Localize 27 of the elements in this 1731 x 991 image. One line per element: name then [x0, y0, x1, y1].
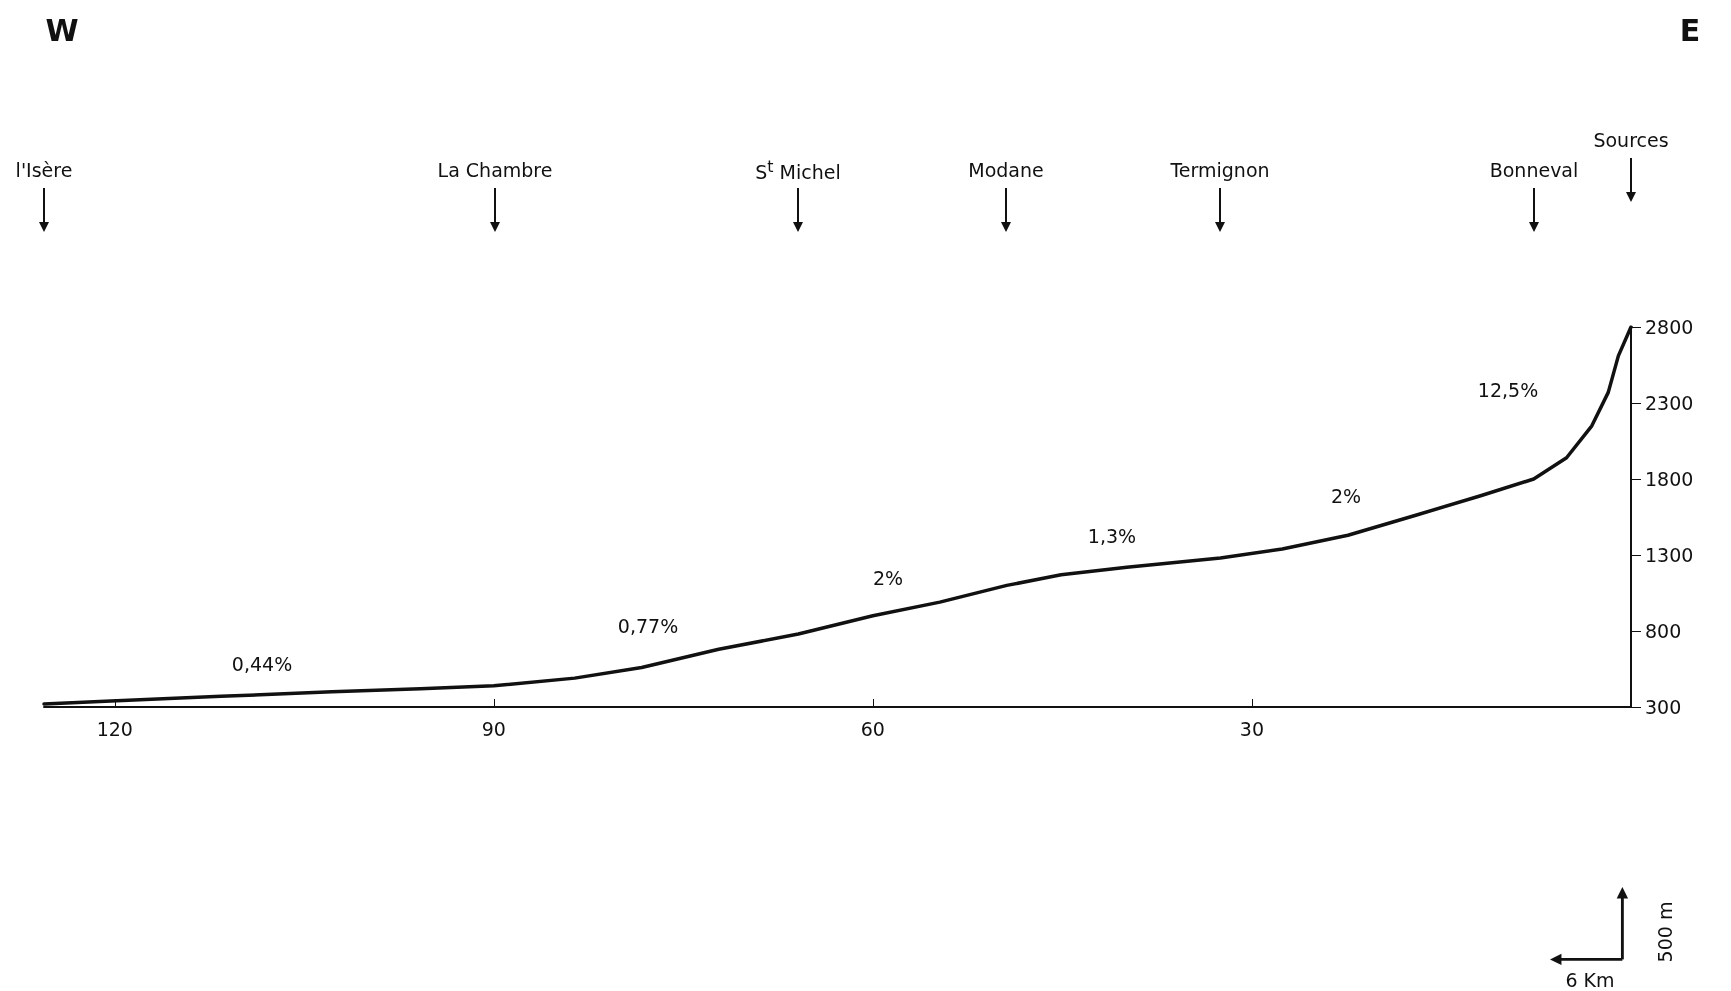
text: W	[45, 12, 79, 48]
text: S$^{t}$ Michel	[755, 156, 841, 184]
text: Sources	[1593, 129, 1669, 151]
text: l'Isère	[15, 159, 73, 181]
annotation: 0,44%	[231, 653, 293, 675]
text: 500 m	[1654, 901, 1676, 963]
annotation: 1,3%	[1087, 525, 1137, 547]
y-tick-label: 300	[1645, 696, 1682, 718]
x-tick-label: 60	[860, 717, 885, 740]
annotation: 2%	[872, 567, 904, 589]
text: La Chambre	[437, 159, 553, 181]
annotation: 0,77%	[617, 615, 679, 637]
text: E	[1679, 12, 1701, 48]
text: Bonneval	[1489, 159, 1579, 181]
y-tick-label: 2800	[1645, 316, 1694, 338]
text: Modane	[968, 159, 1044, 181]
x-tick-label: 30	[1239, 717, 1265, 740]
y-tick-label: 1300	[1645, 544, 1694, 566]
annotation: 12,5%	[1477, 379, 1539, 401]
y-tick-label: 800	[1645, 620, 1682, 642]
y-tick-label: 2300	[1645, 392, 1694, 414]
annotation: 2%	[1330, 485, 1362, 507]
x-tick-label: 90	[481, 717, 506, 740]
x-tick-label: 120	[96, 717, 133, 740]
text: 6 Km	[1565, 969, 1615, 991]
y-tick-label: 1800	[1645, 468, 1694, 490]
text: Termignon	[1170, 159, 1270, 181]
